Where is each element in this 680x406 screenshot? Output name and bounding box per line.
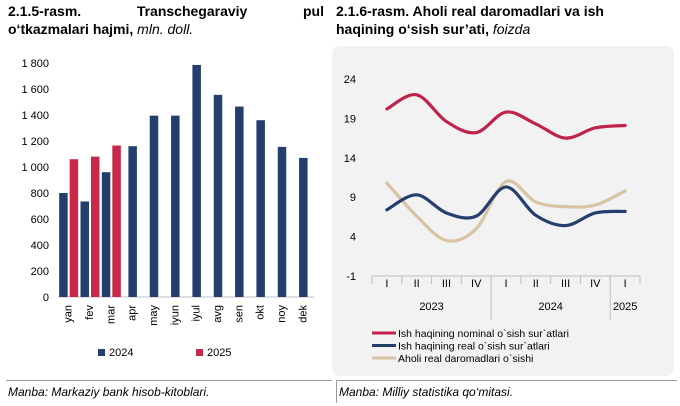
- line-category-label: IV: [590, 278, 601, 290]
- left-title-number: 2.1.5-rasm.: [8, 3, 82, 19]
- bar-category-label: noy: [276, 305, 288, 323]
- left-title-unit: mln. doll.: [137, 21, 194, 37]
- line-legend-label: Aholi real daromadlari o`sishi: [398, 353, 533, 365]
- line-legend-label: Ish haqining nominal o`sish sur`atlari: [398, 328, 569, 340]
- left-title-line2: o‘tkazmalari hajmi,: [8, 21, 134, 37]
- bar-2024-avg: [213, 94, 223, 297]
- bar-ytick-label: 0: [43, 292, 49, 304]
- bar-category-label: iyun: [169, 305, 181, 325]
- line-category-label: II: [414, 278, 420, 290]
- bar-ytick-label: 1 600: [21, 84, 49, 96]
- bar-ytick-label: 1 400: [21, 110, 49, 122]
- bar-legend-swatch-2025: [196, 349, 203, 356]
- right-chart-title: 2.1.6-rasm. Aholi real daromadlari va is…: [336, 2, 676, 38]
- bar-legend-swatch-2024: [98, 349, 105, 356]
- right-source-note: Manba: Milliy statistika qo‘mitasi.: [336, 380, 677, 403]
- bar-ytick-label: 400: [31, 240, 49, 252]
- bar-category-label: avg: [212, 305, 224, 323]
- bar-2024-noy: [277, 146, 287, 297]
- line-year-label: 2024: [538, 301, 562, 313]
- bar-ytick-label: 1 000: [21, 162, 49, 174]
- bar-2024-mar: [101, 172, 111, 297]
- bar-category-label: mar: [105, 305, 117, 324]
- bar-category-label: okt: [255, 305, 267, 320]
- right-title-line2: haqining o‘sish sur’ati,: [336, 21, 489, 37]
- line-ytick-label: 4: [350, 232, 356, 244]
- bar-ytick-label: 800: [31, 188, 49, 200]
- line-year-label: 2023: [419, 301, 443, 313]
- bar-category-label: may: [148, 305, 160, 326]
- bar-2024-iyun: [171, 115, 180, 298]
- bar-2024-dek: [299, 157, 308, 297]
- bar-category-label: sen: [233, 305, 245, 323]
- bar-2024-apr: [128, 146, 137, 297]
- bar-2024-sen: [235, 106, 244, 297]
- bar-2025-yan: [69, 159, 79, 297]
- line-legend-label: Ish haqining real o`sish sur`atlari: [398, 341, 550, 353]
- bar-category-label: fev: [84, 305, 96, 320]
- bar-ytick-label: 1 200: [21, 136, 49, 148]
- line-category-label: I: [385, 278, 388, 290]
- line-series-2: [385, 179, 627, 243]
- bar-legend-label-2024: 2024: [109, 347, 133, 359]
- line-ytick-label: -1: [346, 271, 356, 283]
- line-ytick-label: 24: [344, 74, 356, 86]
- bar-category-label: dek: [297, 305, 309, 323]
- line-series-0: [385, 93, 627, 140]
- line-year-label: 2025: [613, 301, 637, 313]
- bar-2025-mar: [112, 145, 121, 297]
- line-series-1: [385, 185, 627, 228]
- line-category-label: III: [561, 278, 570, 290]
- bar-category-label: iyul: [191, 305, 203, 322]
- line-ytick-label: 9: [350, 192, 356, 204]
- line-category-label: II: [533, 278, 539, 290]
- bar-2024-iyul: [192, 64, 201, 297]
- left-title-main2: pul: [303, 3, 324, 19]
- bar-category-label: yan: [63, 305, 75, 323]
- bar-2025-fev: [91, 156, 100, 297]
- left-title-main: Transchegaraviy: [136, 3, 248, 19]
- line-category-label: I: [504, 278, 507, 290]
- bar-ytick-label: 1 800: [21, 58, 49, 70]
- line-ytick-label: 19: [344, 113, 356, 125]
- left-chart-title: 2.1.5-rasm. Transchegaraviy pul o‘tkazma…: [8, 2, 324, 38]
- line-category-label: III: [442, 278, 451, 290]
- bar-2024-may: [149, 115, 159, 298]
- bar-legend-label-2025: 2025: [207, 347, 231, 359]
- bar-2024-yan: [59, 193, 68, 297]
- bar-ytick-label: 200: [31, 266, 49, 278]
- line-category-label: I: [624, 278, 627, 290]
- bar-2024-okt: [256, 120, 265, 297]
- bar-2024-fev: [80, 201, 89, 297]
- line-ytick-label: 14: [344, 153, 356, 165]
- line-category-label: IV: [471, 278, 482, 290]
- bar-ytick-label: 600: [31, 214, 49, 226]
- left-source-note: Manba: Markaziy bank hisob-kitoblari.: [6, 380, 332, 403]
- right-title-unit: foizda: [492, 21, 531, 37]
- right-title-line1: 2.1.6-rasm. Aholi real daromadlari va is…: [336, 3, 604, 19]
- bar-category-label: apr: [127, 305, 139, 321]
